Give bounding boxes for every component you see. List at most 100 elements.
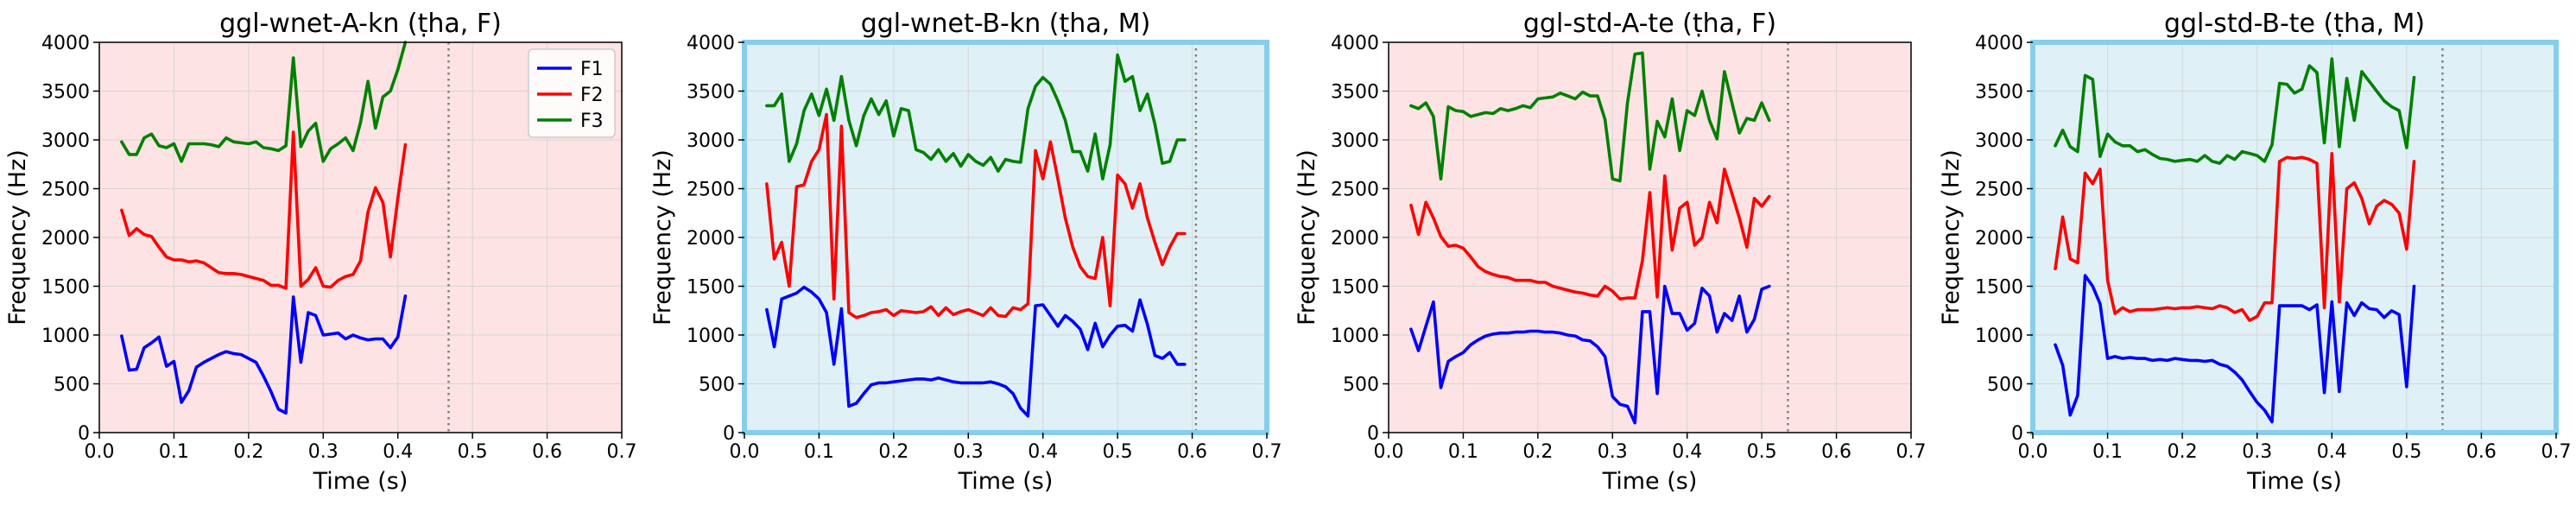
- y-tick-label: 2500: [1975, 180, 2023, 201]
- y-tick-label: 4000: [1975, 33, 2023, 54]
- y-axis-label: Frequency (Hz): [1938, 149, 1965, 326]
- y-tick-label: 2500: [1331, 180, 1379, 201]
- series-line-f2: [765, 112, 1187, 319]
- legend-label-f2: F2: [580, 85, 604, 106]
- y-tick-label: 3000: [1331, 130, 1379, 152]
- x-tick-label: 0.6: [2466, 441, 2497, 463]
- y-tick-label: 2000: [1331, 228, 1379, 250]
- y-tick-label: 2000: [1975, 228, 2023, 250]
- x-tick-label: 0.3: [308, 441, 339, 463]
- x-tick-label: 0.0: [1374, 441, 1404, 463]
- y-tick-label: 500: [1987, 375, 2023, 396]
- series-line-f2: [1409, 168, 1771, 301]
- y-tick-label: 1000: [1331, 326, 1379, 347]
- y-tick-label: 0: [723, 423, 735, 445]
- y-tick-label: 1500: [687, 277, 735, 299]
- y-tick-label: 3500: [1331, 82, 1379, 104]
- y-tick-label: 3000: [41, 130, 90, 152]
- y-tick-label: 2000: [687, 228, 735, 250]
- y-tick-label: 0: [1367, 423, 1379, 445]
- x-tick-label: 0.7: [1896, 441, 1927, 463]
- x-tick-label: 0.7: [607, 441, 637, 463]
- x-tick-label: 0.1: [1448, 441, 1478, 463]
- series-line-f1: [120, 294, 408, 415]
- y-tick-label: 1500: [1331, 277, 1379, 299]
- x-axis-label: Time (s): [1602, 468, 1698, 495]
- chart-panel-2: 0.0 0.1 0.2 0.3 0.4 0.5 0.6 0.7 0 500 1000 1500 2000…: [649, 9, 1282, 495]
- y-tick-label: 0: [78, 423, 90, 445]
- y-tick-label: 1500: [41, 277, 90, 299]
- series-line-f3: [2054, 57, 2416, 165]
- x-tick-label: 0.3: [953, 441, 984, 463]
- x-tick-label: 0.3: [1598, 441, 1628, 463]
- x-axis-label: Time (s): [2246, 468, 2342, 495]
- x-tick-label: 0.0: [85, 441, 115, 463]
- x-tick-label: 0.1: [804, 441, 834, 463]
- series-line-f1: [765, 285, 1187, 418]
- x-tick-label: 0.0: [730, 441, 760, 463]
- x-tick-label: 0.6: [1177, 441, 1207, 463]
- x-tick-label: 0.2: [878, 441, 908, 463]
- x-axis-label: Time (s): [958, 468, 1054, 495]
- y-tick-label: 1000: [1975, 326, 2023, 347]
- x-tick-label: 0.7: [1252, 441, 1282, 463]
- y-tick-label: 1000: [41, 326, 90, 347]
- x-tick-label: 0.5: [1103, 441, 1133, 463]
- y-tick-label: 0: [2011, 423, 2023, 445]
- x-tick-label: 0.5: [2391, 441, 2421, 463]
- x-tick-label: 0.2: [2168, 441, 2198, 463]
- series-line-f3: [1409, 51, 1771, 183]
- y-axis-label: Frequency (Hz): [4, 149, 31, 326]
- y-tick-label: 500: [54, 375, 90, 396]
- x-tick-label: 0.6: [1821, 441, 1851, 463]
- x-tick-label: 0.1: [159, 441, 189, 463]
- series-line-f1: [1409, 284, 1771, 425]
- chart-title: ggl-wnet-B-kn (ṭha, M): [861, 9, 1151, 39]
- x-tick-label: 0.5: [458, 441, 488, 463]
- x-tick-label: 0.2: [1522, 441, 1553, 463]
- y-tick-label: 4000: [1331, 33, 1379, 54]
- x-tick-label: 0.4: [2317, 441, 2347, 463]
- legend-label-f1: F1: [580, 59, 604, 80]
- chart-title: ggl-std-A-te (ṭha, F): [1523, 9, 1776, 39]
- y-tick-label: 3500: [41, 82, 90, 104]
- x-tick-label: 0.6: [532, 441, 562, 463]
- legend: F1 F2 F3: [528, 48, 616, 138]
- x-tick-label: 0.1: [2092, 441, 2123, 463]
- legend-label-f3: F3: [580, 111, 604, 132]
- x-tick-label: 0.7: [2541, 441, 2572, 463]
- y-tick-label: 2000: [41, 228, 90, 250]
- chart-title: ggl-std-B-te (ṭha, M): [2164, 9, 2425, 39]
- x-tick-label: 0.4: [383, 441, 413, 463]
- y-tick-label: 3000: [1975, 130, 2023, 152]
- y-tick-label: 1500: [1975, 277, 2023, 299]
- chart-title: ggl-wnet-A-kn (ṭha, F): [219, 9, 502, 39]
- series-line-f1: [2054, 274, 2416, 424]
- y-tick-label: 3500: [687, 82, 735, 104]
- y-tick-label: 2500: [41, 180, 90, 201]
- x-tick-label: 0.5: [1747, 441, 1777, 463]
- x-tick-label: 0.2: [233, 441, 263, 463]
- x-tick-label: 0.3: [2242, 441, 2272, 463]
- y-tick-label: 3000: [687, 130, 735, 152]
- series-line-f2: [120, 130, 408, 290]
- x-tick-label: 0.4: [1672, 441, 1702, 463]
- y-tick-label: 2500: [687, 180, 735, 201]
- series-line-f3: [765, 53, 1187, 180]
- x-axis-label: Time (s): [313, 468, 408, 495]
- y-tick-label: 500: [699, 375, 735, 396]
- y-axis-label: Frequency (Hz): [649, 149, 676, 326]
- series-line-f2: [2054, 152, 2416, 322]
- series-line-f3: [120, 41, 408, 163]
- y-tick-label: 1000: [687, 326, 735, 347]
- chart-panel-4: 0.0 0.1 0.2 0.3 0.4 0.5 0.6 0.7 0 500 1000 1500 2000…: [1938, 9, 2572, 495]
- chart-panel-1: 0.0 0.1 0.2 0.3 0.4 0.5 0.6 0.7 0 500 1000 1500 2000…: [4, 9, 637, 495]
- y-axis-label: Frequency (Hz): [1294, 149, 1320, 326]
- x-tick-label: 0.0: [2018, 441, 2048, 463]
- x-tick-label: 0.4: [1028, 441, 1058, 463]
- y-tick-label: 4000: [41, 33, 90, 54]
- chart-panel-3: 0.0 0.1 0.2 0.3 0.4 0.5 0.6 0.7 0 500 1000 1500 2000…: [1294, 9, 1927, 495]
- y-tick-label: 4000: [687, 33, 735, 54]
